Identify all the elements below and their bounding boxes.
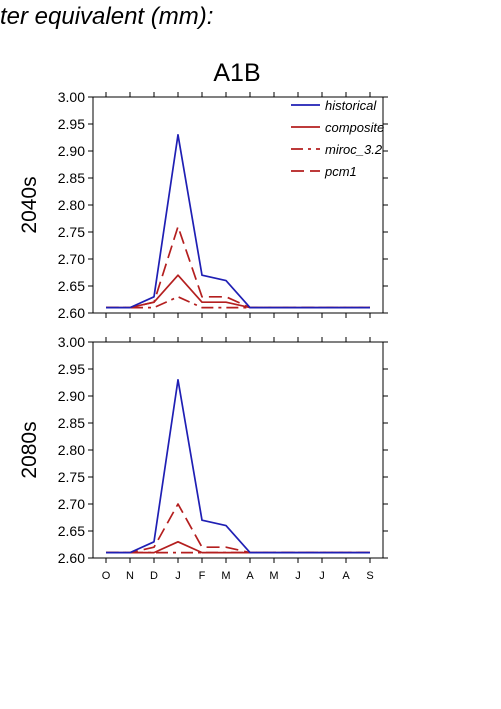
x-tick-label: A: [246, 570, 254, 582]
page-header-text: ter equivalent (mm):: [0, 3, 214, 30]
y-tick-label: 2.65: [58, 278, 85, 294]
legend-label: miroc_3.2: [325, 142, 383, 157]
legend-label: pcm1: [324, 164, 357, 179]
series-line-miroc-3-2: [106, 295, 370, 309]
y-tick-label: 3.00: [58, 334, 85, 350]
x-tick-label: N: [126, 570, 134, 582]
y-tick-label: 2.90: [58, 143, 85, 159]
y-tick-label: 3.00: [58, 89, 85, 105]
y-tick-label: 2.85: [58, 415, 85, 431]
y-tick-label: 2.65: [58, 523, 85, 539]
y-tick-label: 2.60: [58, 550, 85, 566]
y-tick-label: 2.75: [58, 469, 85, 485]
legend-label: historical: [325, 98, 377, 113]
y-tick-label: 2.80: [58, 197, 85, 213]
y-tick-label: 2.90: [58, 388, 85, 404]
x-tick-label: A: [342, 570, 350, 582]
panel-ylabel: 2080s: [18, 421, 41, 478]
panels-layer: 3.00 2.95 2.90 2.85 2.80 2.75 2.70 2.65 2.60 2040…: [18, 89, 388, 582]
panel-ylabel: 2040s: [18, 176, 41, 233]
x-tick-label: M: [269, 570, 278, 582]
legend: historical composite miroc_3.2 pcm1: [291, 98, 384, 179]
x-tick-label: D: [150, 570, 158, 582]
chart-title: A1B: [213, 59, 260, 87]
x-tick-label: S: [366, 570, 373, 582]
y-tick-label: 2.80: [58, 442, 85, 458]
x-tick-label: F: [199, 570, 206, 582]
y-tick-label: 2.95: [58, 361, 85, 377]
series-line-historical: [106, 378, 370, 554]
x-tick-label: J: [295, 570, 301, 582]
y-tick-label: 2.60: [58, 305, 85, 321]
legend-label: composite: [325, 120, 384, 135]
y-tick-label: 2.95: [58, 116, 85, 132]
series-line-composite: [106, 540, 370, 554]
x-tick-label: O: [102, 570, 111, 582]
x-tick-label: M: [221, 570, 230, 582]
y-tick-label: 2.70: [58, 251, 85, 267]
y-tick-label: 2.70: [58, 496, 85, 512]
panel-2040s: 3.00 2.95 2.90 2.85 2.80 2.75 2.70 2.65 2.60 2040…: [18, 89, 388, 321]
x-tick-label: J: [175, 570, 181, 582]
y-tick-label: 2.75: [58, 224, 85, 240]
panel-2080s: 3.00 2.95 2.90 2.85 2.80 2.75 2.70 2.65 2.60 2080…: [18, 334, 388, 582]
plot-frame: [92, 341, 384, 559]
series-line-pcm1: [106, 225, 370, 309]
y-tick-label: 2.85: [58, 170, 85, 186]
x-tick-label: J: [319, 570, 325, 582]
series-line-historical: [106, 133, 370, 309]
